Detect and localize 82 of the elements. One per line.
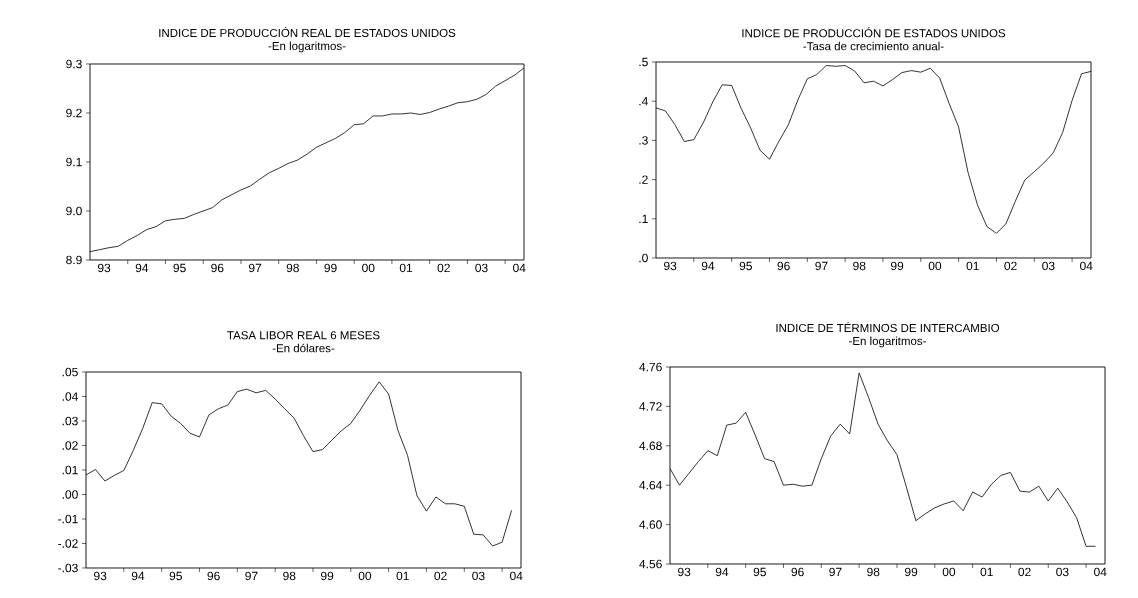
x-tick-label: 03 [1042, 261, 1055, 271]
x-tick-label: 97 [829, 567, 842, 577]
chart-title: INDICE DE PRODUCCIÓN REAL DE ESTADOS UNIDOS [159, 26, 456, 38]
x-tick-label: 97 [248, 263, 262, 273]
y-tick-label: .5 [639, 57, 648, 67]
x-tick-label: 03 [472, 571, 485, 581]
x-tick-label: 98 [286, 263, 299, 273]
x-tick-label: 01 [396, 571, 409, 581]
y-tick-label: 9.3 [66, 59, 82, 69]
x-tick-label: 94 [135, 263, 149, 273]
y-tick-label: -.03 [58, 563, 78, 573]
y-tick-label: 4.60 [639, 520, 662, 529]
y-tick-label: 4.76 [639, 362, 662, 372]
x-tick-label: 00 [362, 263, 375, 273]
x-tick-label: 04 [1094, 567, 1107, 577]
x-tick-label: 94 [701, 261, 715, 271]
x-tick-label: 95 [173, 263, 186, 273]
x-tick-label: 93 [98, 263, 111, 273]
x-tick-label: 01 [980, 567, 993, 577]
x-tick-label: 97 [245, 571, 258, 581]
chart-subtitle: -Tasa de crecimiento anual- [803, 41, 944, 51]
y-tick-label: 4.72 [639, 402, 662, 411]
chart-title: INDICE DE TÉRMINOS DE INTERCAMBIO [776, 321, 1000, 333]
y-tick-label: 9.0 [66, 206, 82, 216]
x-tick-label: 98 [283, 571, 296, 581]
x-tick-label: 01 [399, 263, 413, 273]
x-tick-label: 97 [815, 261, 828, 271]
y-tick-label: 9.1 [66, 157, 82, 167]
x-tick-label: 04 [1080, 261, 1093, 271]
x-tick-label: 00 [358, 571, 372, 581]
x-tick-label: 99 [320, 571, 334, 581]
x-tick-label: 98 [867, 567, 880, 577]
y-tick-label: .03 [62, 416, 78, 426]
chart-subtitle: -En dólares- [272, 343, 335, 353]
x-tick-label: 04 [510, 571, 523, 581]
y-tick-label: .0 [639, 253, 648, 263]
y-tick-label: .2 [639, 175, 648, 184]
x-tick-label: 95 [739, 261, 752, 271]
x-tick-label: 95 [169, 571, 182, 581]
x-tick-label: 02 [1018, 567, 1031, 577]
y-tick-label: .4 [639, 97, 648, 106]
x-tick-label: 02 [437, 263, 450, 273]
x-tick-label: 94 [131, 571, 145, 581]
y-tick-label: .3 [639, 136, 648, 145]
x-tick-label: 93 [664, 261, 677, 271]
y-tick-label: 4.56 [639, 559, 662, 569]
x-tick-label: 99 [324, 263, 337, 273]
x-tick-label: 01 [966, 261, 979, 271]
x-tick-label: 93 [678, 567, 691, 577]
y-tick-label: 4.68 [639, 441, 662, 451]
y-tick-label: .1 [639, 214, 648, 223]
y-tick-label: .00 [62, 490, 78, 499]
x-tick-label: 93 [94, 571, 107, 581]
chart-title: TASA LIBOR REAL 6 MESES [227, 331, 380, 340]
x-tick-label: 96 [207, 571, 220, 581]
chart-subtitle: -En logaritmos- [849, 336, 926, 348]
y-tick-label: .01 [62, 465, 78, 475]
x-tick-label: 04 [513, 263, 526, 273]
x-tick-label: 96 [777, 261, 790, 271]
x-tick-label: 96 [791, 567, 804, 577]
x-tick-label: 94 [715, 567, 729, 577]
y-tick-label: 4.64 [639, 480, 662, 490]
x-tick-label: 00 [942, 567, 956, 577]
x-tick-label: 03 [1056, 567, 1069, 577]
x-tick-label: 98 [853, 261, 866, 271]
y-tick-label: .05 [62, 367, 78, 377]
x-tick-label: 00 [928, 261, 942, 271]
y-tick-label: -.01 [58, 514, 78, 524]
chart-subtitle: -En logaritmos- [268, 41, 346, 53]
x-tick-label: 99 [904, 567, 918, 577]
x-tick-label: 96 [211, 263, 224, 273]
y-tick-label: 9.2 [66, 108, 82, 118]
x-tick-label: 02 [434, 571, 447, 581]
y-tick-label: -.02 [58, 539, 78, 548]
x-tick-label: 95 [753, 567, 766, 577]
y-tick-label: .04 [62, 392, 78, 401]
chart-title: INDICE DE PRODUCCIÓN DE ESTADOS UNIDOS [742, 27, 1006, 38]
x-tick-label: 99 [890, 261, 904, 271]
x-tick-label: 03 [475, 263, 488, 273]
y-tick-label: .02 [62, 441, 78, 450]
x-tick-label: 02 [1004, 261, 1017, 271]
y-tick-label: 8.9 [66, 255, 82, 265]
